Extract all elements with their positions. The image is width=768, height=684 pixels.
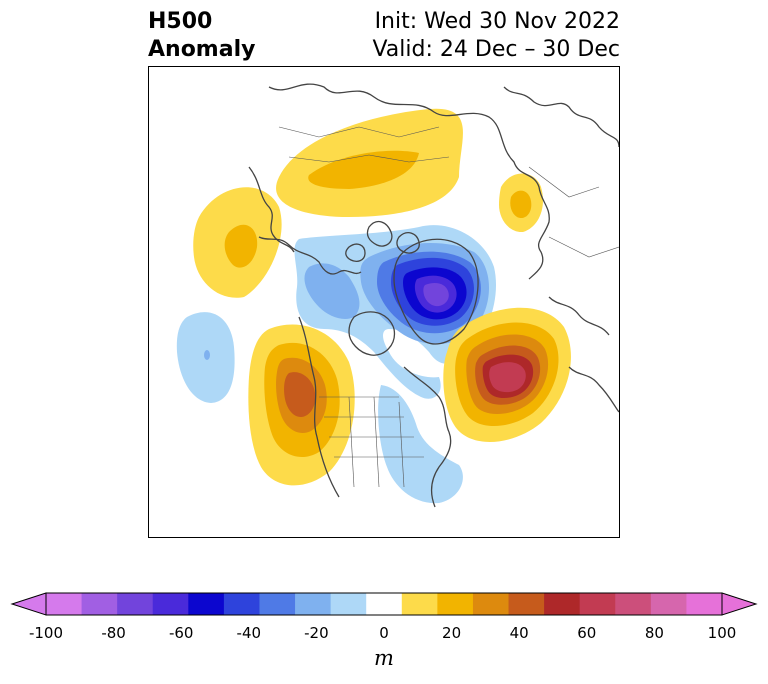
- anomaly-negative-canada: [304, 263, 360, 319]
- title-line1: H500: [148, 9, 213, 34]
- colorbar-segment: [81, 593, 118, 615]
- colorbar-segment: [579, 593, 616, 615]
- colorbar-extend-high: [721, 592, 758, 616]
- anomaly-negative-pacific: [176, 312, 235, 403]
- anomaly-negative-eastus: [378, 385, 463, 504]
- anomaly-positive-atlantic: [443, 307, 571, 442]
- colorbar-segment: [330, 593, 367, 615]
- colorbar-segment: [437, 593, 474, 615]
- colorbar-tick-label: 20: [442, 624, 462, 642]
- colorbar-segment: [259, 593, 296, 615]
- anomaly-positive-bering: [193, 187, 282, 298]
- init-date: Init: Wed 30 Nov 2022: [374, 9, 620, 34]
- colorbar-segment: [686, 593, 723, 615]
- colorbar-segment: [650, 593, 687, 615]
- colorbar-tick-label: 60: [577, 624, 597, 642]
- anomaly-map: [149, 67, 619, 537]
- colorbar-tick-label: 0: [379, 624, 389, 642]
- colorbar-segment: [117, 593, 154, 615]
- colorbar-segment: [366, 593, 403, 615]
- colorbar-segment: [401, 593, 438, 615]
- anomaly-positive-siberia: [276, 108, 463, 217]
- colorbar-segment: [508, 593, 545, 615]
- colorbar-segment: [46, 593, 83, 615]
- colorbar-tick-label: 80: [644, 624, 664, 642]
- colorbar-segment: [544, 593, 581, 615]
- colorbar-segment: [152, 593, 189, 615]
- colorbar-tick-label: -20: [304, 624, 329, 642]
- anomaly-positive-westna: [248, 324, 355, 486]
- colorbar-segment: [295, 593, 332, 615]
- colorbar-tick-label: -40: [236, 624, 262, 642]
- title-line2: Anomaly: [148, 37, 256, 62]
- colorbar-tick-label: 40: [509, 624, 529, 642]
- date-info: Init: Wed 30 Nov 2022 Valid: 24 Dec – 30…: [372, 8, 620, 64]
- colorbar-tick-label: -80: [101, 624, 126, 642]
- valid-range: Valid: 24 Dec – 30 Dec: [372, 37, 620, 62]
- colorbar-tick-label: -100: [28, 624, 64, 642]
- anomaly-positive-eastasia: [499, 173, 543, 233]
- colorbar: [10, 592, 758, 616]
- colorbar-unit: m: [374, 646, 394, 670]
- map-title: H500 Anomaly: [148, 8, 255, 64]
- colorbar-tick-label: 100: [707, 624, 737, 642]
- political-borders: [278, 126, 619, 488]
- map-panel: [148, 66, 620, 538]
- colorbar-segment: [472, 593, 510, 615]
- colorbar-segment: [615, 593, 652, 615]
- coastlines: [248, 83, 619, 508]
- colorbar-tick-label: -60: [168, 624, 194, 642]
- colorbar-segment: [188, 593, 225, 615]
- colorbar-extend-low: [10, 592, 47, 616]
- colorbar-segment: [223, 593, 260, 615]
- colorbar-outline: [45, 592, 723, 616]
